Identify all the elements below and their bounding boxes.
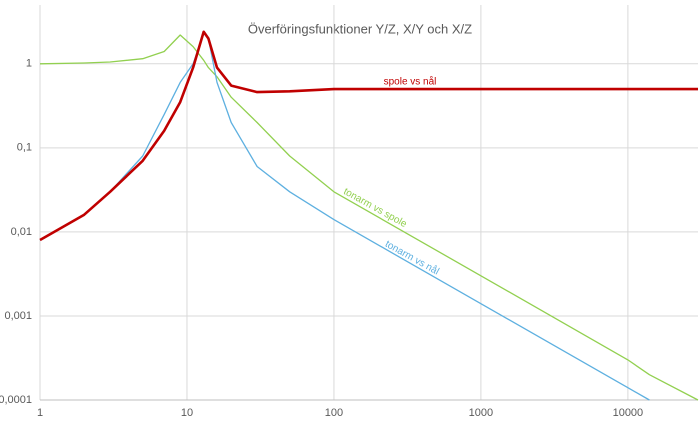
series-line bbox=[39, 30, 698, 242]
series-label: tonarm vs spole bbox=[341, 186, 408, 230]
x-tick-label: 100 bbox=[325, 407, 343, 419]
y-tick-label: 0,01 bbox=[11, 226, 32, 238]
x-tick-label: 10 bbox=[181, 407, 193, 419]
x-tick-label: 1 bbox=[37, 407, 43, 419]
x-tick-label: 10000 bbox=[613, 407, 644, 419]
y-tick-label: 0,001 bbox=[4, 310, 32, 322]
x-tick-label: 1000 bbox=[469, 407, 493, 419]
y-tick-label: 0,0001 bbox=[0, 394, 32, 406]
series-label: spole vs nål bbox=[384, 76, 437, 88]
y-tick-label: 1 bbox=[26, 58, 32, 70]
y-tick-label: 0,1 bbox=[17, 142, 32, 154]
series-label: tonarm vs nål bbox=[383, 238, 441, 278]
series-line bbox=[39, 34, 699, 401]
chart-title: Överföringsfunktioner Y/Z, X/Y och X/Z bbox=[248, 21, 472, 36]
